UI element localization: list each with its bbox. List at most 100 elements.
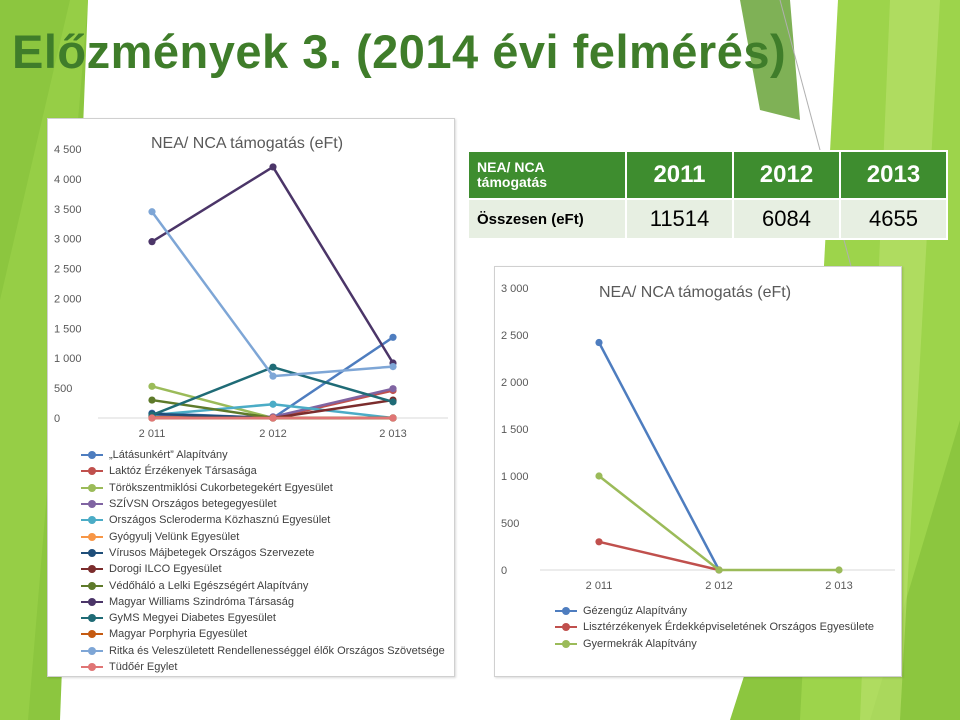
chart-2-legend-swatch (555, 606, 577, 616)
chart-2-ytick-label: 0 (501, 565, 507, 577)
thin-gray-line (779, 0, 861, 301)
chart-2-plot: NEA/ NCA támogatás (eFt) 3 000 2 500 2 000 1… (501, 283, 895, 592)
chart-2-ytick-label: 3 000 (501, 283, 529, 295)
chart-2-legend: Gézengúz Alapítvány Lisztérzékenyek Érdek… (555, 603, 874, 652)
chart-1-legend-label: Magyar Williams Szindróma Társaság (109, 595, 295, 608)
summary-table-total-row: Összesen (eFt) 11514 6084 4655 (467, 198, 948, 240)
chart-1-xtick-label: 2 012 (259, 428, 287, 440)
chart-2-legend-item: Gézengúz Alapítvány (555, 603, 874, 619)
chart-1-series-line-9 (151, 165, 395, 364)
chart-2-xtick-label: 2 012 (705, 580, 733, 592)
chart-2-data-point (595, 338, 603, 347)
chart-1-legend-label: GyMS Megyei Diabetes Egyesület (109, 612, 276, 625)
chart-1-ytick-label: 4 500 (54, 144, 82, 156)
summary-value-2011: 11514 (625, 198, 734, 240)
chart-1-data-point (148, 208, 156, 216)
chart-2-series-line-2 (598, 475, 839, 572)
chart-1-legend-item: Gyógyulj Velünk Egyesület (81, 528, 445, 544)
chart-1-xtick-label: 2 013 (379, 428, 407, 440)
chart-1-legend-label: Ritka és Veleszületett Rendellenességgel… (109, 644, 445, 657)
chart-1-ytick-label: 1 500 (54, 323, 82, 335)
chart-1-legend-item: SZÍVSN Országos betegegyesület (81, 496, 445, 512)
chart-1-legend-item: Magyar Williams Szindróma Társaság (81, 594, 445, 610)
chart-1-legend-swatch (81, 613, 103, 623)
chart-1-legend-label: Gyógyulj Velünk Egyesület (109, 530, 240, 543)
chart-2-legend-label: Gyermekrák Alapítvány (583, 637, 697, 650)
chart-1-ytick-label: 0 (54, 413, 60, 425)
chart-2-ytick-label: 2 000 (501, 377, 529, 389)
chart-1-legend-label: Dorogi ILCO Egyesület (109, 563, 222, 576)
chart-1-legend-label: SZÍVSN Országos betegegyesület (109, 498, 277, 511)
chart-1-ytick-label: 500 (54, 383, 72, 395)
chart-1-legend-label: Vírusos Májbetegek Országos Szervezete (109, 546, 315, 559)
chart-1-legend-swatch (81, 597, 103, 607)
chart-1-ytick-label: 2 500 (54, 264, 82, 276)
chart-2-legend-label: Lisztérzékenyek Érdekképviseletének Orsz… (583, 621, 875, 634)
chart-1-legend-swatch (81, 646, 103, 656)
chart-1-legend-item: Ritka és Veleszületett Rendellenességgel… (81, 643, 445, 659)
chart-1-legend-swatch (81, 466, 103, 476)
chart-2-legend-item: Lisztérzékenyek Érdekképviseletének Orsz… (555, 619, 874, 635)
chart-1-ytick-label: 3 000 (54, 234, 82, 246)
chart-1-title: NEA/ NCA támogatás (eFt) (151, 135, 343, 152)
chart-1-legend-item: Tüdőér Egylet (81, 659, 445, 675)
chart-1-plot: NEA/ NCA támogatás (eFt) 4 500 4 000 3 500 3… (54, 135, 448, 440)
chart-2-series-line-0 (597, 341, 721, 571)
chart-1-legend-label: Védőháló a Lelki Egészségért Alapítvány (109, 579, 309, 592)
chart-1-data-point (389, 414, 397, 422)
chart-1-data-point (269, 414, 277, 422)
chart-2-container: NEA/ NCA támogatás (eFt) 3 000 2 500 2 000 1… (494, 266, 902, 677)
chart-1-data-point (389, 333, 397, 341)
chart-1-legend-item: Dorogi ILCO Egyesület (81, 561, 445, 577)
chart-1-legend-swatch (81, 450, 103, 460)
chart-1-legend-item: Védőháló a Lelki Egészségért Alapítvány (81, 577, 445, 593)
chart-1-legend-swatch (81, 548, 103, 558)
chart-1-data-point (148, 382, 156, 390)
chart-1-legend-label: Országos Scleroderma Közhasznú Egyesület (109, 514, 331, 527)
chart-2-ytick-label: 500 (501, 518, 519, 530)
chart-1-legend-item: Vírusos Májbetegek Országos Szervezete (81, 545, 445, 561)
chart-2-data-point (715, 566, 723, 574)
chart-1-legend-swatch (81, 483, 103, 493)
chart-2-legend-swatch (555, 622, 577, 632)
chart-1-legend-item: GyMS Megyei Diabetes Egyesület (81, 610, 445, 626)
chart-2-xtick-label: 2 011 (586, 580, 613, 592)
chart-1-data-point (148, 238, 156, 246)
chart-2-data-point (835, 566, 843, 574)
chart-1-legend-item: „Látásunkért” Alapítvány (81, 447, 445, 463)
chart-2-legend-swatch (555, 639, 577, 649)
summary-value-2013: 4655 (839, 198, 948, 240)
chart-1-data-point (148, 414, 156, 422)
summary-header-label: NEA/ NCA támogatás (467, 150, 627, 200)
chart-2-data-point (595, 538, 603, 546)
chart-2-ytick-label: 1 500 (501, 424, 529, 436)
chart-1-legend-item: Országos Scleroderma Közhasznú Egyesület (81, 512, 445, 528)
chart-1-legend-swatch (81, 499, 103, 509)
summary-table-header-row: NEA/ NCA támogatás 2011 2012 2013 (467, 150, 948, 200)
right-dark-stripe (740, 0, 800, 120)
chart-1-data-point (269, 363, 277, 371)
slide-title: Előzmények 3. (2014 évi felmérés) (12, 25, 787, 78)
chart-1-ytick-label: 3 500 (54, 204, 82, 216)
summary-table: NEA/ NCA támogatás 2011 2012 2013 Összes… (467, 150, 948, 240)
chart-1-data-point (389, 385, 397, 393)
chart-2-xtick-label: 2 013 (825, 580, 853, 592)
chart-2-title: NEA/ NCA támogatás (eFt) (599, 284, 791, 301)
chart-1-legend-swatch (81, 629, 103, 639)
chart-1-legend-swatch (81, 662, 103, 672)
chart-2-legend-item: Gyermekrák Alapítvány (555, 636, 874, 652)
chart-1-legend-swatch (81, 532, 103, 542)
chart-1-legend-swatch (81, 515, 103, 525)
chart-1-legend-label: Tüdőér Egylet (109, 661, 178, 673)
chart-1-legend-label: „Látásunkért” Alapítvány (109, 449, 228, 462)
summary-header-year-2013: 2013 (839, 150, 948, 200)
chart-1-data-point (389, 362, 397, 371)
chart-1-legend-label: Magyar Porphyria Egyesület (109, 628, 248, 641)
chart-1-legend-label: Laktóz Érzékenyek Társasága (109, 465, 257, 478)
chart-2-legend-label: Gézengúz Alapítvány (583, 605, 687, 618)
chart-1-legend-swatch (81, 581, 103, 591)
chart-1-container: NEA/ NCA támogatás (eFt) 4 500 4 000 3 500 3… (47, 118, 455, 677)
chart-1-data-point (389, 398, 397, 406)
chart-1-data-point (269, 372, 277, 380)
chart-1-legend: „Látásunkért” Alapítvány Laktóz Érzékenye… (81, 447, 445, 675)
